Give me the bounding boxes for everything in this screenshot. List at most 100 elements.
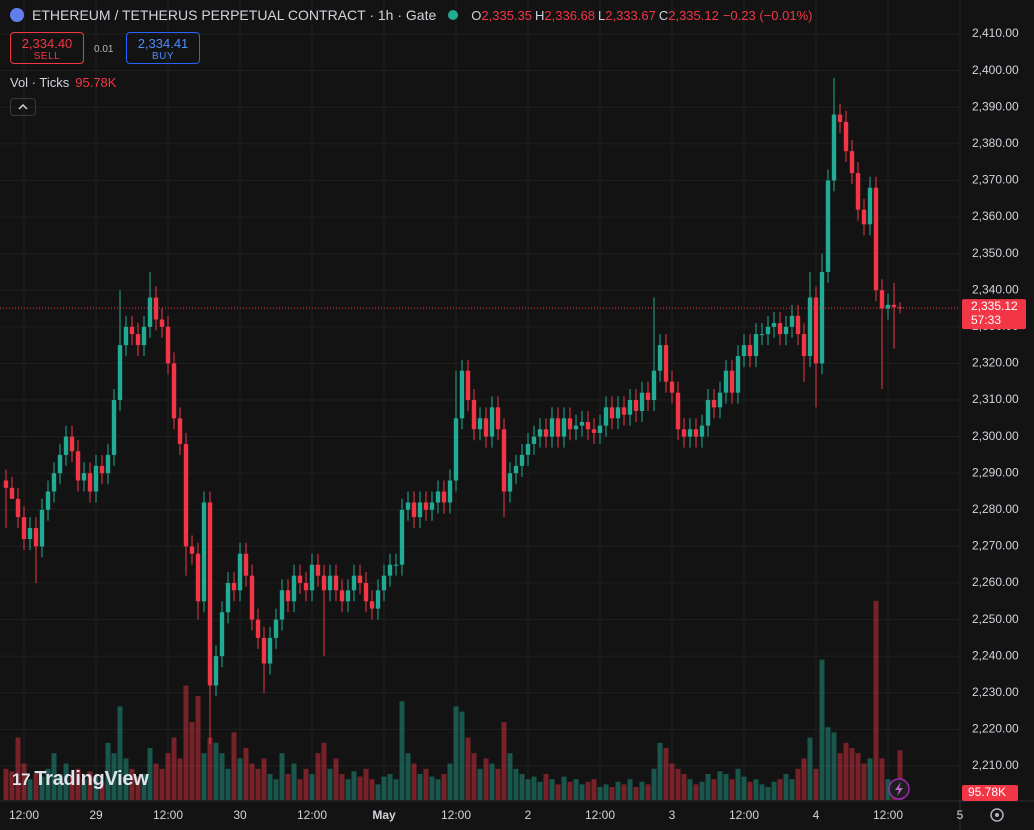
candle-body [339, 590, 345, 602]
legend: ETHEREUM / TETHERUS PERPETUAL CONTRACT ·… [10, 7, 812, 23]
y-tick-label: 2,270.00 [972, 539, 1019, 553]
candle-body [663, 345, 669, 382]
volume-bar [315, 753, 321, 800]
spread: 0.01 [94, 44, 114, 55]
volume-bar [615, 781, 621, 800]
volume-bar [885, 779, 891, 800]
y-tick-label: 2,390.00 [972, 99, 1019, 113]
candle-body [741, 345, 747, 357]
buy-button[interactable]: 2,334.41 BUY [126, 32, 200, 64]
y-tick-label: 2,300.00 [972, 429, 1019, 443]
candle-body [459, 370, 465, 419]
volume-bar [153, 763, 159, 800]
candle-body [681, 429, 687, 437]
x-tick-label: 12:00 [297, 808, 327, 822]
lightning-icon[interactable] [888, 778, 910, 800]
volume-bar [807, 737, 813, 800]
volume-bar [27, 779, 33, 800]
candle-body [393, 564, 399, 566]
candle-body [867, 187, 873, 225]
candle-body [237, 553, 243, 591]
candle-body [165, 326, 171, 364]
ohlc-value: 2,335.12 [668, 8, 719, 23]
y-tick-label: 2,290.00 [972, 465, 1019, 479]
volume-bar [657, 742, 663, 800]
candle-body [261, 637, 267, 664]
sell-button[interactable]: 2,334.40 SELL [10, 32, 84, 64]
volume-axis-label: 95.78K [968, 785, 1006, 799]
volume-bar [513, 768, 519, 800]
candle-body [453, 418, 459, 481]
volume-bar [111, 753, 117, 800]
volume-bar [453, 706, 459, 800]
x-tick-label: 12:00 [9, 808, 39, 822]
volume-bar [555, 784, 561, 800]
candle-body [423, 502, 429, 510]
volume-bar [99, 781, 105, 800]
volume-bar [519, 774, 525, 800]
buy-price: 2,334.41 [137, 36, 189, 51]
candle-body [789, 315, 795, 327]
candle-body [327, 575, 333, 591]
candle-body [399, 509, 405, 565]
candle-body [843, 121, 849, 152]
candle-body [9, 487, 15, 499]
volume-bar [585, 781, 591, 800]
candle-body [303, 582, 309, 591]
candle-body [735, 356, 741, 393]
candle-body [531, 436, 537, 444]
candle-body [27, 528, 33, 540]
volume-bar [861, 763, 867, 800]
volume-bar [147, 748, 153, 800]
candle-body [333, 575, 339, 591]
candle-body [465, 370, 471, 400]
volume-bar [777, 779, 783, 800]
y-tick-label: 2,410.00 [972, 26, 1019, 40]
candle-body [123, 326, 129, 346]
collapse-button[interactable] [10, 98, 36, 116]
volume-bar [459, 711, 465, 800]
candle-body [435, 491, 441, 503]
candle-body [297, 575, 303, 583]
volume-bar [243, 748, 249, 800]
candle-body [381, 575, 387, 591]
candle-body [699, 425, 705, 437]
volume-bar [771, 781, 777, 800]
volume-bar [45, 768, 51, 800]
volume-bar [321, 742, 327, 800]
volume-bar [531, 776, 537, 800]
ohlc: O2,335.35 H2,336.68 L2,333.67 C2,335.12 [468, 7, 719, 23]
volume-bar [837, 753, 843, 800]
candle-body [633, 400, 639, 411]
candle-body [309, 564, 315, 591]
volume-bar [843, 742, 849, 800]
candle-body [675, 392, 681, 430]
y-tick-label: 2,280.00 [972, 502, 1019, 516]
candle-body [411, 502, 417, 518]
candle-body [567, 418, 573, 430]
candle-body [147, 297, 153, 327]
x-tick-label: 3 [669, 808, 676, 822]
candle-body [639, 392, 645, 411]
axes: 2,210.00 2,220.00 2,230.00 2,240.00 2,250.00… [9, 26, 1026, 822]
candle-body [819, 271, 825, 364]
volume-bar [81, 779, 87, 800]
volume-bar [825, 727, 831, 800]
volume-bar [423, 768, 429, 800]
symbol-title: ETHEREUM / TETHERUS PERPETUAL CONTRACT ·… [32, 7, 437, 23]
candle-body [501, 429, 507, 492]
candle-body [441, 491, 447, 503]
brand-mark: 17 [12, 770, 31, 789]
volume-bar [381, 776, 387, 800]
volume-bar [729, 779, 735, 800]
candle-body [729, 370, 735, 393]
candle-body [285, 590, 291, 602]
volume-box [962, 785, 1018, 801]
candle-body [525, 443, 531, 455]
buy-label: BUY [151, 51, 175, 62]
volume-bar [183, 685, 189, 800]
candle-body [801, 334, 807, 357]
settings-icon[interactable] [990, 808, 1004, 822]
volume-bar [411, 763, 417, 800]
